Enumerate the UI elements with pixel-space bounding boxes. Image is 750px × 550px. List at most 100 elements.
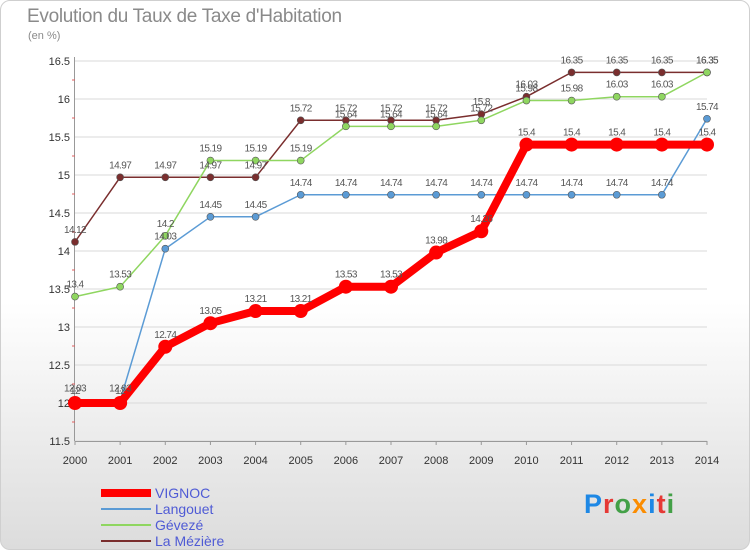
data-label-la-meziere: 15.72 <box>290 103 313 114</box>
data-label-geveze: 15.98 <box>561 84 584 95</box>
data-point-vignoc <box>519 137 534 152</box>
data-label-vignoc: 13.05 <box>199 306 222 317</box>
data-point-langouet <box>296 190 305 199</box>
logo-letter: i <box>666 489 676 519</box>
y-tick-label: 16 <box>58 94 70 106</box>
data-point-la-meziere <box>567 68 576 77</box>
x-tick-label: 2003 <box>198 455 222 467</box>
data-label-la-meziere: 15.72 <box>425 103 448 114</box>
data-label-geveze: 14.2 <box>157 219 175 230</box>
y-tick-label: 12.5 <box>49 360 70 372</box>
data-point-vignoc <box>293 304 308 319</box>
data-label-vignoc: 14.26 <box>470 214 493 225</box>
data-label-la-meziere: 15.72 <box>335 103 358 114</box>
data-point-la-meziere <box>71 238 79 246</box>
data-label-langouet: 14.45 <box>199 200 222 211</box>
legend-swatch <box>101 524 151 526</box>
data-label-langouet: 14.74 <box>606 178 629 189</box>
data-label-la-meziere: 14.97 <box>245 160 268 171</box>
data-label-langouet: 14.74 <box>335 178 358 189</box>
data-label-vignoc: 13.21 <box>245 294 268 305</box>
legend: VIGNOC Langouet Gévezé La Mézière <box>101 485 224 549</box>
data-point-geveze <box>342 122 350 131</box>
data-point-la-meziere <box>658 68 666 77</box>
legend-item-geveze: Gévezé <box>101 517 224 533</box>
data-point-geveze <box>477 116 486 125</box>
legend-item-vignoc: VIGNOC <box>101 485 224 501</box>
data-label-geveze: 13.53 <box>109 270 132 281</box>
gridlines <box>75 60 707 442</box>
data-label-geveze: 16.35 <box>696 55 719 66</box>
x-tick-label: 2007 <box>379 455 403 467</box>
data-label-vignoc: 13.53 <box>335 270 358 281</box>
y-tick-label: 11.5 <box>49 436 70 448</box>
data-label-la-meziere: 14.97 <box>199 160 222 171</box>
data-label-la-meziere: 16.35 <box>651 55 674 66</box>
x-tick-label: 2008 <box>424 455 448 467</box>
data-label-langouet: 14.45 <box>245 200 268 211</box>
data-point-langouet <box>658 190 666 199</box>
data-point-la-meziere <box>116 173 124 182</box>
x-tick-label: 2013 <box>650 455 674 467</box>
data-label-la-meziere: 14.12 <box>64 225 87 236</box>
y-tick-label: 13.5 <box>49 284 70 296</box>
data-label-vignoc: 15.4 <box>518 128 536 139</box>
data-label-la-meziere: 14.97 <box>109 160 132 171</box>
data-point-vignoc <box>68 396 82 410</box>
data-label-langouet: 14.74 <box>651 178 674 189</box>
data-label-la-meziere: 16.35 <box>696 55 719 66</box>
data-point-langouet <box>567 190 576 199</box>
proxiti-logo: Proxiti <box>584 489 675 520</box>
legend-label: La Mézière <box>155 533 225 549</box>
data-label-vignoc: 12 <box>70 386 81 397</box>
x-tick-label: 2002 <box>153 455 177 467</box>
data-point-vignoc <box>203 316 218 331</box>
data-point-geveze <box>251 156 260 165</box>
data-point-langouet <box>342 190 350 199</box>
data-point-geveze <box>658 92 666 101</box>
y-tick-label: 12 <box>58 398 70 410</box>
data-label-vignoc: 15.4 <box>653 128 671 139</box>
y-tick-label: 13 <box>58 322 70 334</box>
data-label-langouet: 14.74 <box>470 178 493 189</box>
data-label-vignoc: 15.4 <box>608 128 626 139</box>
data-point-vignoc <box>248 304 263 319</box>
legend-swatch <box>101 508 151 510</box>
data-label-geveze: 16.03 <box>651 80 674 91</box>
data-point-vignoc <box>700 137 714 152</box>
legend-item-la-meziere: La Mézière <box>101 533 224 549</box>
x-tick-label: 2009 <box>469 455 493 467</box>
data-point-la-meziere <box>161 173 170 182</box>
data-label-geveze: 16.03 <box>606 80 629 91</box>
x-tick-label: 2005 <box>288 455 312 467</box>
data-point-langouet <box>477 190 486 199</box>
x-tick-label: 2004 <box>243 455 267 467</box>
data-label-langouet: 12.03 <box>64 384 87 395</box>
data-label-la-meziere: 16.35 <box>606 55 629 66</box>
data-label-vignoc: 12 <box>115 386 126 397</box>
data-point-geveze <box>567 96 576 105</box>
logo-letter: i <box>648 489 657 519</box>
data-label-geveze: 15.64 <box>380 109 403 120</box>
x-tick-label: 2010 <box>514 455 538 467</box>
data-point-geveze <box>116 282 124 291</box>
logo-letter: x <box>632 489 649 519</box>
legend-item-langouet: Langouet <box>101 501 224 517</box>
x-tick-label: 2006 <box>334 455 358 467</box>
data-label-vignoc: 13.53 <box>380 270 403 281</box>
data-label-langouet: 14.74 <box>290 178 313 189</box>
legend-label: VIGNOC <box>155 485 211 501</box>
data-label-geveze: 15.64 <box>335 109 358 120</box>
logo-letter: r <box>603 489 615 519</box>
chart-unit-label: (en %) <box>28 30 61 42</box>
y-tick-label: 15 <box>58 170 70 182</box>
data-point-vignoc <box>564 137 579 152</box>
x-tick-label: 2000 <box>63 455 87 467</box>
logo-letter: P <box>584 489 604 519</box>
data-point-langouet <box>432 190 440 199</box>
data-point-la-meziere <box>612 68 621 77</box>
legend-label: Langouet <box>155 501 214 517</box>
data-label-la-meziere: 15.72 <box>380 103 403 114</box>
data-label-geveze: 15.19 <box>199 144 222 155</box>
data-label-geveze: 15.19 <box>290 144 313 155</box>
